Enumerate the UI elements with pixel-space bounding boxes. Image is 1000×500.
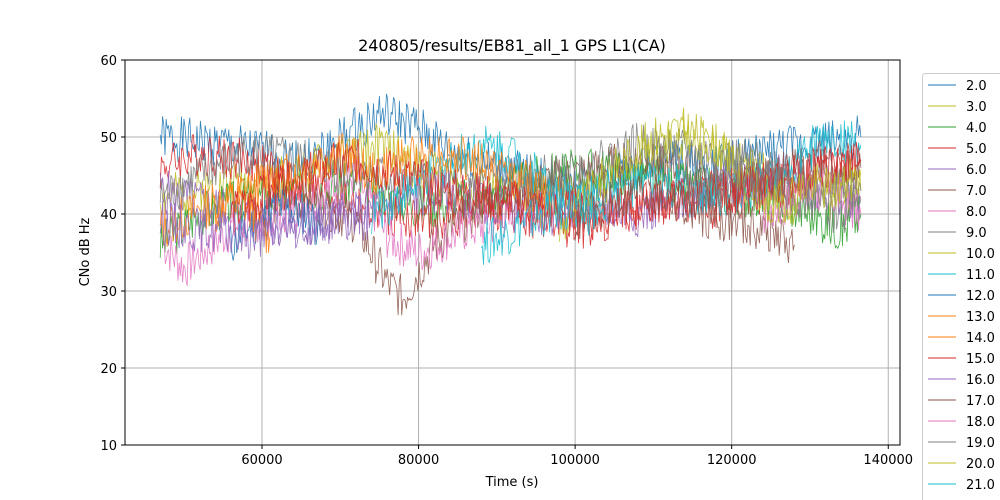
legend-label: 9.0 <box>966 226 987 241</box>
y-tick-label: 20 <box>100 362 117 377</box>
y-tick-label: 60 <box>100 54 117 69</box>
x-tick-label: 80000 <box>398 453 439 468</box>
legend-label: 18.0 <box>966 415 995 430</box>
chart-title: 240805/results/EB81_all_1 GPS L1(CA) <box>358 36 666 56</box>
series-line-19.0 <box>684 155 862 233</box>
x-tick-label: 140000 <box>863 453 913 468</box>
x-tick-label: 60000 <box>241 453 282 468</box>
legend-label: 6.0 <box>966 163 987 178</box>
legend-label: 19.0 <box>966 436 995 451</box>
series-line-16.0 <box>159 193 372 260</box>
legend-label: 5.0 <box>966 142 987 157</box>
x-tick-label: 100000 <box>550 453 600 468</box>
legend-label: 21.0 <box>966 478 995 493</box>
legend-label: 16.0 <box>966 373 995 388</box>
y-tick-label: 10 <box>100 439 117 454</box>
plot-frame <box>124 59 901 446</box>
y-tick-label: 30 <box>100 285 117 300</box>
series-line-8.0 <box>163 158 513 286</box>
legend-label: 7.0 <box>966 184 987 199</box>
legend-label: 4.0 <box>966 121 987 136</box>
legend: 2.0 3.0 4.0 5.0 6.0 7.0 8.0 9.0 10.0 11.0 12.0 13.0… <box>922 73 1000 500</box>
legend-label: 14.0 <box>966 331 995 346</box>
legend-label: 8.0 <box>966 205 987 220</box>
x-axis-title: Time (s) <box>485 475 539 490</box>
x-tick-label: 120000 <box>707 453 757 468</box>
legend-label: 20.0 <box>966 457 995 472</box>
series-line-21.0 <box>480 184 607 265</box>
legend-label: 12.0 <box>966 289 995 304</box>
legend-label: 10.0 <box>966 247 995 262</box>
legend-label: 13.0 <box>966 310 995 325</box>
y-axis-title: CNo dB Hz <box>78 217 93 286</box>
legend-label: 11.0 <box>966 268 995 283</box>
series-line-17.0 <box>574 173 795 264</box>
y-tick-label: 50 <box>100 131 117 146</box>
legend-label: 15.0 <box>966 352 995 367</box>
series-line-20.0 <box>762 158 862 223</box>
series-layer <box>159 93 862 316</box>
legend-label: 17.0 <box>966 394 995 409</box>
legend-label: 3.0 <box>966 100 987 115</box>
series-line-13.0 <box>214 132 560 232</box>
tick-layer: 60000 80000 100000 120000 140000 10 20 30 40 50 60 <box>100 54 913 468</box>
legend-frame <box>922 73 1000 500</box>
y-tick-label: 40 <box>100 208 117 223</box>
legend-label: 2.0 <box>966 79 987 94</box>
